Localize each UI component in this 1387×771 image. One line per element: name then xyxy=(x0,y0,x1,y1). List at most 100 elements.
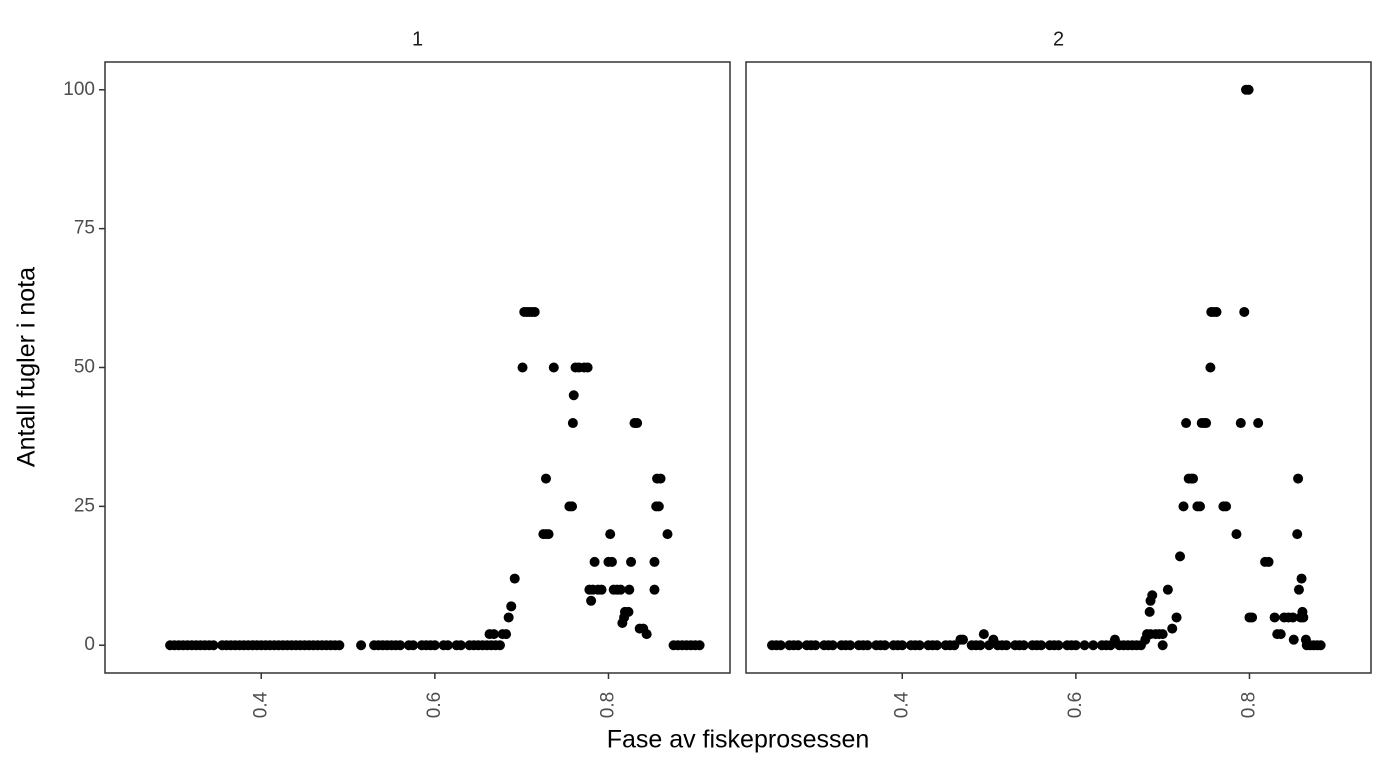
point xyxy=(897,640,908,651)
point xyxy=(567,501,578,512)
y-tick-label: 25 xyxy=(74,495,95,516)
point xyxy=(1297,606,1308,617)
point xyxy=(1247,612,1258,623)
y-tick-label: 100 xyxy=(63,79,95,100)
point xyxy=(1018,640,1029,651)
panel xyxy=(104,61,731,674)
y-tick-label: 50 xyxy=(74,357,95,378)
point xyxy=(488,629,499,640)
point xyxy=(649,556,660,567)
point xyxy=(914,640,925,651)
point xyxy=(1293,473,1304,484)
point xyxy=(827,640,838,651)
point xyxy=(582,362,593,373)
point xyxy=(775,640,786,651)
point xyxy=(567,418,578,429)
point xyxy=(958,634,969,645)
point xyxy=(395,640,406,651)
point xyxy=(1175,551,1186,562)
point xyxy=(632,418,643,429)
point xyxy=(596,584,607,595)
point xyxy=(623,606,634,617)
point xyxy=(1157,640,1168,651)
x-tick-label: 0.6 xyxy=(1065,692,1086,718)
point xyxy=(1079,640,1090,651)
point xyxy=(1144,606,1155,617)
point xyxy=(494,640,505,651)
point xyxy=(334,640,345,651)
point xyxy=(356,640,367,651)
point xyxy=(606,556,617,567)
point xyxy=(1201,418,1212,429)
point xyxy=(1088,640,1099,651)
x-tick-label: 0.4 xyxy=(891,691,912,718)
point xyxy=(1287,612,1298,623)
point xyxy=(1263,556,1274,567)
panel-title: 1 xyxy=(412,28,423,50)
point xyxy=(503,612,514,623)
point xyxy=(1288,634,1299,645)
x-tick-label: 0.4 xyxy=(250,691,271,718)
point xyxy=(1296,573,1307,584)
point xyxy=(1239,306,1250,317)
point xyxy=(1053,640,1064,651)
point xyxy=(586,595,597,606)
y-tick-label: 75 xyxy=(74,218,95,239)
point xyxy=(862,640,873,651)
point xyxy=(655,473,666,484)
point xyxy=(1253,418,1264,429)
point xyxy=(1109,634,1120,645)
point xyxy=(540,473,551,484)
point xyxy=(548,362,559,373)
point xyxy=(1293,584,1304,595)
point xyxy=(589,556,600,567)
point xyxy=(931,640,942,651)
point xyxy=(978,629,989,640)
point xyxy=(1269,612,1280,623)
point xyxy=(1070,640,1081,651)
point xyxy=(810,640,821,651)
point xyxy=(1235,418,1246,429)
point xyxy=(442,640,453,651)
point xyxy=(605,529,616,540)
x-tick-label: 0.6 xyxy=(424,692,445,718)
x-axis-label: Fase av fiskeprosessen xyxy=(607,726,870,754)
point xyxy=(1275,629,1286,640)
point xyxy=(1205,362,1216,373)
point xyxy=(509,573,520,584)
point xyxy=(845,640,856,651)
point xyxy=(429,640,440,651)
point xyxy=(615,584,626,595)
point xyxy=(624,584,635,595)
point xyxy=(455,640,466,651)
point xyxy=(975,640,986,651)
point xyxy=(517,362,528,373)
point xyxy=(694,640,705,651)
y-tick-label: 0 xyxy=(84,634,95,655)
point xyxy=(1315,640,1326,651)
point xyxy=(1162,584,1173,595)
point xyxy=(649,584,660,595)
panel-title: 2 xyxy=(1053,28,1064,50)
point xyxy=(1181,418,1192,429)
point xyxy=(568,390,579,401)
point xyxy=(408,640,419,651)
point xyxy=(1243,84,1254,95)
point xyxy=(1001,640,1012,651)
point xyxy=(1211,306,1222,317)
point xyxy=(1221,501,1232,512)
point xyxy=(879,640,890,651)
x-tick-label: 0.8 xyxy=(597,692,618,718)
point xyxy=(626,556,637,567)
point xyxy=(1147,590,1158,601)
y-axis-label: Antall fugler i nota xyxy=(13,267,41,467)
point xyxy=(1171,612,1182,623)
point xyxy=(501,629,512,640)
point xyxy=(1157,629,1168,640)
point xyxy=(1231,529,1242,540)
point xyxy=(208,640,219,651)
point xyxy=(506,601,517,612)
point xyxy=(1292,529,1303,540)
panel xyxy=(745,61,1372,674)
